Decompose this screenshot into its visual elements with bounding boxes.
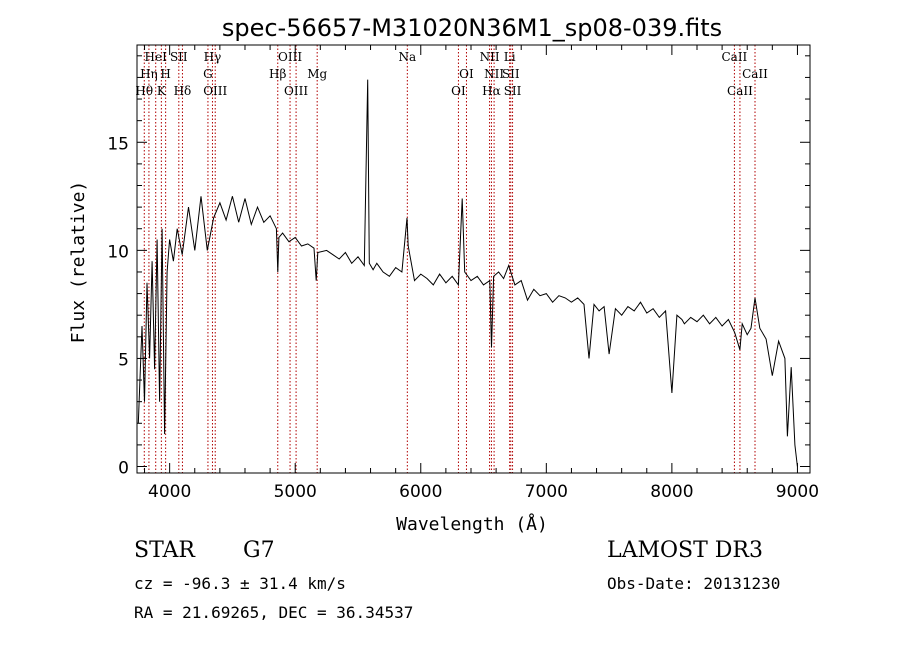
line-label-CaII: CaII <box>727 84 753 98</box>
x-axis-ticks: 4000 5000 6000 7000 8000 9000 <box>144 45 819 502</box>
line-label-NII: NII <box>484 67 504 81</box>
line-label-Hβ: Hβ <box>269 67 286 81</box>
line-label-OIII: OIII <box>203 84 227 98</box>
x-tick-label: 9000 <box>776 482 819 502</box>
x-tick-label: 4000 <box>148 482 191 502</box>
y-tick-label: 5 <box>118 350 129 370</box>
line-label-OI: OI <box>459 67 474 81</box>
line-label-SII: SII <box>504 84 522 98</box>
x-tick-label: 8000 <box>650 482 693 502</box>
line-label-Li: Li <box>504 50 516 64</box>
line-label-Hα: Hα <box>482 84 501 98</box>
line-label-Hγ: Hγ <box>204 50 222 64</box>
x-tick-label: 6000 <box>399 482 442 502</box>
x-axis-label: Wavelength (Å) <box>396 513 548 535</box>
y-axis-label: Flux (relative) <box>68 181 89 344</box>
line-label-G: G <box>203 67 213 81</box>
object-subclass: G7 <box>243 538 275 563</box>
line-label-SII: SII <box>170 50 188 64</box>
line-label-OIII: OIII <box>278 50 302 64</box>
y-axis-ticks: 0 5 10 15 <box>107 55 810 479</box>
y-tick-label: 15 <box>107 134 129 154</box>
line-label-CaII: CaII <box>742 67 768 81</box>
object-class: STAR <box>134 538 195 563</box>
line-label-K: K <box>157 84 167 98</box>
redshift-value: cz = -96.3 ± 31.4 km/s <box>134 574 346 593</box>
line-label-OIII: OIII <box>284 84 308 98</box>
plot-frame <box>136 44 811 474</box>
line-label-SII: SII <box>502 67 520 81</box>
line-label-Hη: Hη <box>140 67 158 81</box>
line-label-Mg: Mg <box>307 67 327 81</box>
x-tick-label: 5000 <box>274 482 317 502</box>
coordinates: RA = 21.69265, DEC = 36.34537 <box>134 603 414 622</box>
observation-date: Obs-Date: 20131230 <box>607 574 781 593</box>
line-label-HeI: HeI <box>145 50 168 64</box>
spectral-line-markers <box>143 45 756 473</box>
spectral-line-labels: HθHηHeIKHSIIHδHγGOIIIHβOIIIOIIIMgNaOIOIN… <box>135 50 768 98</box>
spectrum-line <box>137 79 798 467</box>
line-label-H: H <box>160 67 170 81</box>
survey-name: LAMOST DR3 <box>607 538 763 563</box>
y-tick-label: 10 <box>107 242 129 262</box>
line-label-OI: OI <box>451 84 466 98</box>
line-label-NII: NII <box>480 50 500 64</box>
x-tick-label: 7000 <box>525 482 568 502</box>
line-label-CaII: CaII <box>721 50 747 64</box>
line-label-Hθ: Hθ <box>135 84 153 98</box>
line-label-Hδ: Hδ <box>174 84 192 98</box>
y-tick-label: 0 <box>118 459 129 479</box>
line-label-Na: Na <box>399 50 417 64</box>
chart-title: spec-56657-M31020N36M1_sp08-039.fits <box>222 14 722 42</box>
